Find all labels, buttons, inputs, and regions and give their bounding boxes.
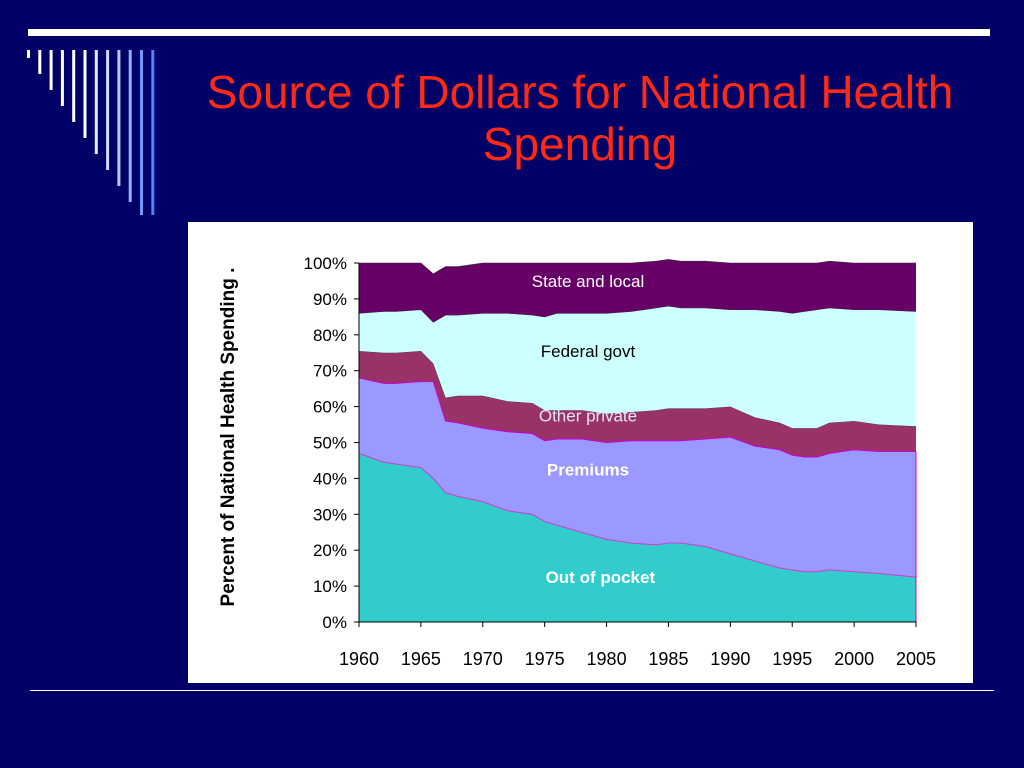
area-out-of-pocket [359,453,916,622]
area-other-private [359,351,916,457]
y-tick-label: 70% [313,362,347,381]
x-tick-label: 2005 [896,649,936,669]
y-tick-label: 60% [313,398,347,417]
y-tick-label: 30% [313,505,347,524]
x-tick-label: 1970 [463,649,503,669]
y-tick-label: 10% [313,577,347,596]
decor-stripe [83,50,87,138]
stacked-area-chart: 0% 10% 20% 30% 40% 50% 60% 70% 80% 90% 100% 1960 196… [304,254,937,669]
decor-stripe [38,50,42,74]
decor-stripe [140,50,143,215]
decor-stripe [27,50,30,58]
x-tick-label: 1960 [339,649,379,669]
chart-axes: 0% 10% 20% 30% 40% 50% 60% 70% 80% 90% 100% 1960 196… [304,254,937,669]
y-axis-label: Percent of National Health Spending . [218,267,239,607]
y-tick-label: 40% [313,469,347,488]
series-label-state-and-local: State and local [532,272,644,291]
x-tick-label: 1990 [710,649,750,669]
y-tick-label: 20% [313,541,347,560]
title-top-rule [28,29,990,36]
decor-stripe [60,50,64,106]
chart-areas [358,259,917,622]
boundary-state-and-local [359,259,916,275]
series-label-premiums: Premiums [547,460,629,479]
x-tick-label: 1965 [401,649,441,669]
series-label-federal-govt: Federal govt [541,342,636,361]
edge-premiums [358,377,916,458]
area-state-and-local [359,259,916,323]
edge-out-of-pocket [358,452,917,578]
x-tick-label: 1995 [772,649,812,669]
decor-stripe [94,50,98,154]
y-tick-label: 80% [313,326,347,345]
x-tick-label: 1975 [525,649,565,669]
decor-stripe [151,50,155,215]
decorative-stripes [27,50,155,215]
y-tick-label: 0% [322,613,347,632]
chart-series-labels: State and local Federal govt Other private… [532,272,656,587]
chart-panel: 0% 10% 20% 30% 40% 50% 60% 70% 80% 90% 100% 1960 196… [188,222,973,683]
series-label-out-of-pocket: Out of pocket [546,568,656,587]
x-tick-label: 2000 [834,649,874,669]
decor-stripe [72,50,76,122]
y-tick-label: 50% [313,434,347,453]
area-federal-govt [359,306,916,429]
series-label-other-private: Other private [539,407,637,426]
footer-rule [30,690,994,691]
decor-stripe [128,50,132,202]
decor-stripe [117,50,121,186]
x-tick-label: 1985 [648,649,688,669]
slide-title: Source of Dollars for National Health Sp… [206,66,954,170]
decor-stripe [106,50,110,170]
y-tick-label: 90% [313,290,347,309]
x-tick-label: 1980 [587,649,627,669]
y-tick-label: 100% [304,254,347,273]
decor-stripe [49,50,53,90]
area-premiums [359,377,916,578]
